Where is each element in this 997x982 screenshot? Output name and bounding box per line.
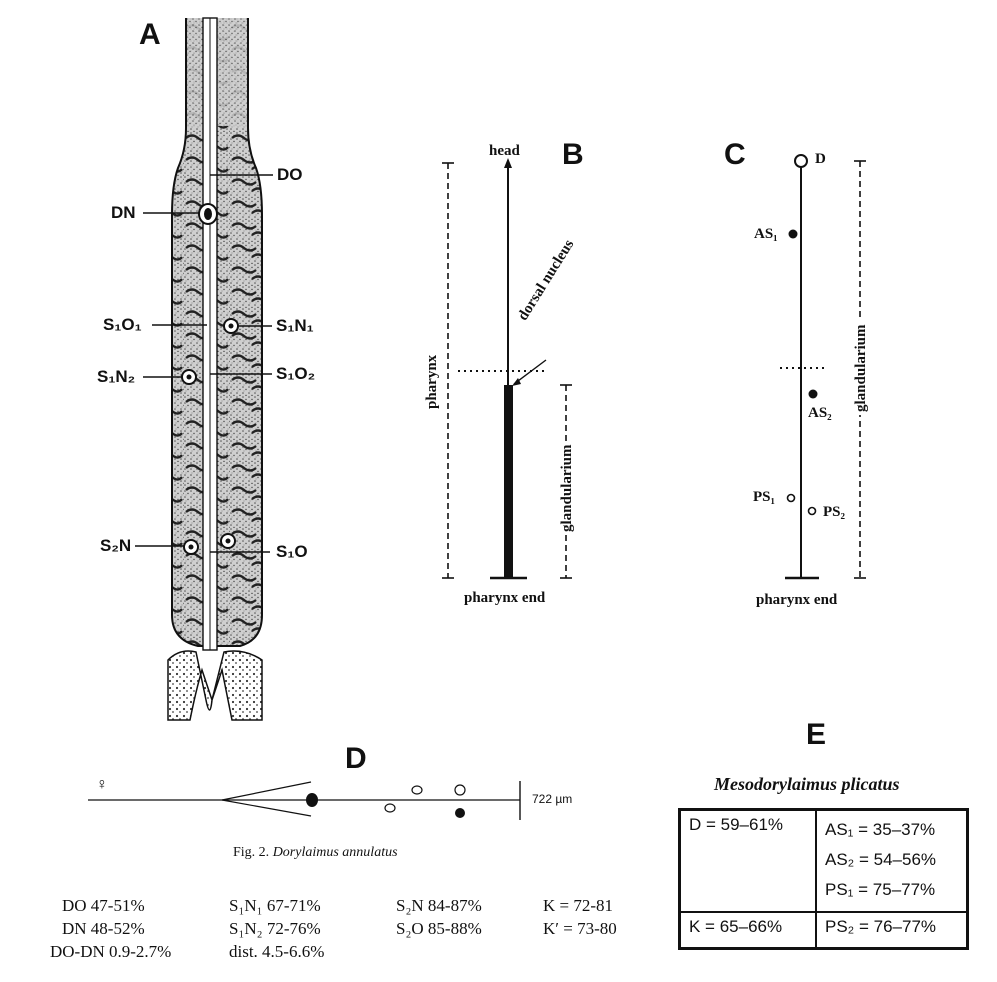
label-s1o: S₁O	[276, 542, 308, 561]
marker-ps1	[786, 493, 796, 503]
nucleus-dn	[198, 203, 218, 225]
label-pharynx-end-b: pharynx end	[464, 590, 546, 606]
nucleus-s1o	[220, 533, 236, 549]
measure-s1n2: S₁N₂ 72-76%	[229, 919, 321, 938]
label-pharynx: pharynx	[424, 351, 441, 412]
label-c-ps2: PS₂	[823, 504, 846, 520]
cell-as: AS₁ = 35–37% AS₂ = 54–56% PS₁ = 75–77%	[815, 808, 969, 913]
label-s1o1: S₁O₁	[103, 315, 142, 334]
cell-d: D = 59–61%	[678, 808, 817, 913]
panel-label-b: B	[562, 138, 584, 171]
scale-label: 722 µm	[532, 792, 573, 806]
label-head: head	[489, 143, 520, 159]
cell-as1: AS₁ = 35–37%	[825, 820, 936, 839]
measure-s2n: S₂N 84-87%	[396, 896, 482, 915]
marker-ps2	[807, 506, 817, 516]
panel-b-diagram	[442, 158, 572, 580]
label-do: DO	[277, 165, 303, 184]
cell-ps2: PS₂ = 76–77%	[815, 911, 969, 950]
measure-s2o: S₂O 85-88%	[396, 919, 482, 938]
label-glandularium-c: glandularium	[853, 321, 870, 415]
marker-d	[794, 154, 808, 168]
nucleus-s1n1	[223, 318, 239, 334]
measure-s1n1: S₁N₁ 67-71%	[229, 896, 321, 915]
panel-label-c: C	[724, 138, 746, 171]
ratio-table: D = 59–61% AS₁ = 35–37% AS₂ = 54–56% PS₁…	[678, 808, 969, 950]
female-icon: ♀	[96, 776, 108, 793]
label-glandularium-b: glandularium	[559, 441, 576, 535]
label-c-as2: AS₂	[808, 405, 832, 421]
label-s2n: S₂N	[100, 536, 132, 555]
cell-k: K = 65–66%	[678, 911, 817, 950]
caption-prefix: Fig. 2.	[233, 845, 273, 860]
label-s1o2: S₁O₂	[276, 364, 316, 383]
measure-do: DO 47-51%	[62, 896, 145, 915]
panel-label-e: E	[806, 718, 827, 751]
measure-dn: DN 48-52%	[62, 919, 145, 938]
panel-label-d: D	[345, 742, 367, 775]
panel-d-diagram	[88, 781, 521, 820]
figure-caption: Fig. 2. Dorylaimus annulatus	[233, 845, 398, 861]
panel-c-diagram	[780, 154, 866, 580]
base-structure	[167, 650, 263, 721]
measure-dist: dist. 4.5-6.6%	[229, 942, 325, 961]
marker-as2	[808, 389, 818, 399]
nucleus-s1n2	[181, 369, 197, 385]
measure-k-prime: K′ = 73-80	[543, 919, 617, 938]
measure-k: K = 72-81	[543, 896, 614, 915]
measure-do-dn: DO-DN 0.9-2.7%	[50, 942, 172, 961]
species-title: Mesodorylaimus plicatus	[714, 774, 900, 794]
cell-ps1: PS₁ = 75–77%	[825, 880, 936, 899]
panel-label-a: A	[139, 18, 161, 51]
label-s1n2: S₁N₂	[97, 367, 136, 386]
nucleus-s2n	[183, 539, 199, 555]
label-c-as1: AS₁	[754, 226, 778, 242]
label-pharynx-end-c: pharynx end	[756, 592, 838, 608]
label-c-d: D	[815, 151, 826, 167]
label-c-ps1: PS₁	[753, 489, 776, 505]
label-s1n1: S₁N₁	[276, 316, 314, 335]
label-dn: DN	[111, 203, 136, 222]
marker-as1	[788, 229, 798, 239]
cell-as2: AS₂ = 54–56%	[825, 850, 937, 869]
caption-species: Dorylaimus annulatus	[272, 845, 398, 860]
